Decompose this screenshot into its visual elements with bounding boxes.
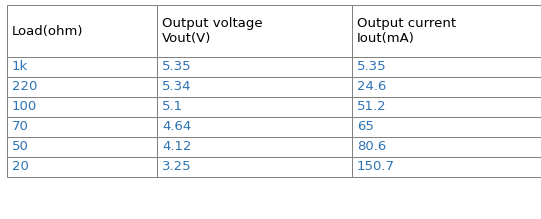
- Bar: [157, 5, 352, 57]
- Bar: [157, 57, 352, 77]
- Bar: [7, 57, 157, 77]
- Text: 3.25: 3.25: [162, 161, 192, 173]
- Text: 70: 70: [12, 120, 29, 134]
- Bar: [352, 97, 541, 117]
- Bar: [352, 77, 541, 97]
- Text: 4.12: 4.12: [162, 141, 192, 154]
- Bar: [352, 157, 541, 177]
- Bar: [7, 137, 157, 157]
- Bar: [352, 57, 541, 77]
- Text: 20: 20: [12, 161, 29, 173]
- Text: 4.64: 4.64: [162, 120, 192, 134]
- Bar: [157, 157, 352, 177]
- Text: 50: 50: [12, 141, 29, 154]
- Text: 5.35: 5.35: [357, 60, 387, 74]
- Bar: [7, 117, 157, 137]
- Text: 150.7: 150.7: [357, 161, 395, 173]
- Bar: [7, 97, 157, 117]
- Bar: [352, 5, 541, 57]
- Bar: [7, 77, 157, 97]
- Bar: [352, 137, 541, 157]
- Bar: [352, 117, 541, 137]
- Text: 80.6: 80.6: [357, 141, 386, 154]
- Text: 24.6: 24.6: [357, 81, 386, 94]
- Text: 100: 100: [12, 101, 37, 113]
- Bar: [157, 77, 352, 97]
- Text: 1k: 1k: [12, 60, 28, 74]
- Text: 5.1: 5.1: [162, 101, 183, 113]
- Bar: [157, 137, 352, 157]
- Text: 51.2: 51.2: [357, 101, 387, 113]
- Bar: [7, 5, 157, 57]
- Bar: [157, 117, 352, 137]
- Text: 5.34: 5.34: [162, 81, 192, 94]
- Text: 5.35: 5.35: [162, 60, 192, 74]
- Bar: [7, 157, 157, 177]
- Bar: [157, 97, 352, 117]
- Text: 220: 220: [12, 81, 37, 94]
- Text: 65: 65: [357, 120, 374, 134]
- Text: Load(ohm): Load(ohm): [12, 25, 83, 37]
- Text: Output voltage
Vout(V): Output voltage Vout(V): [162, 17, 262, 45]
- Text: Output current
Iout(mA): Output current Iout(mA): [357, 17, 456, 45]
